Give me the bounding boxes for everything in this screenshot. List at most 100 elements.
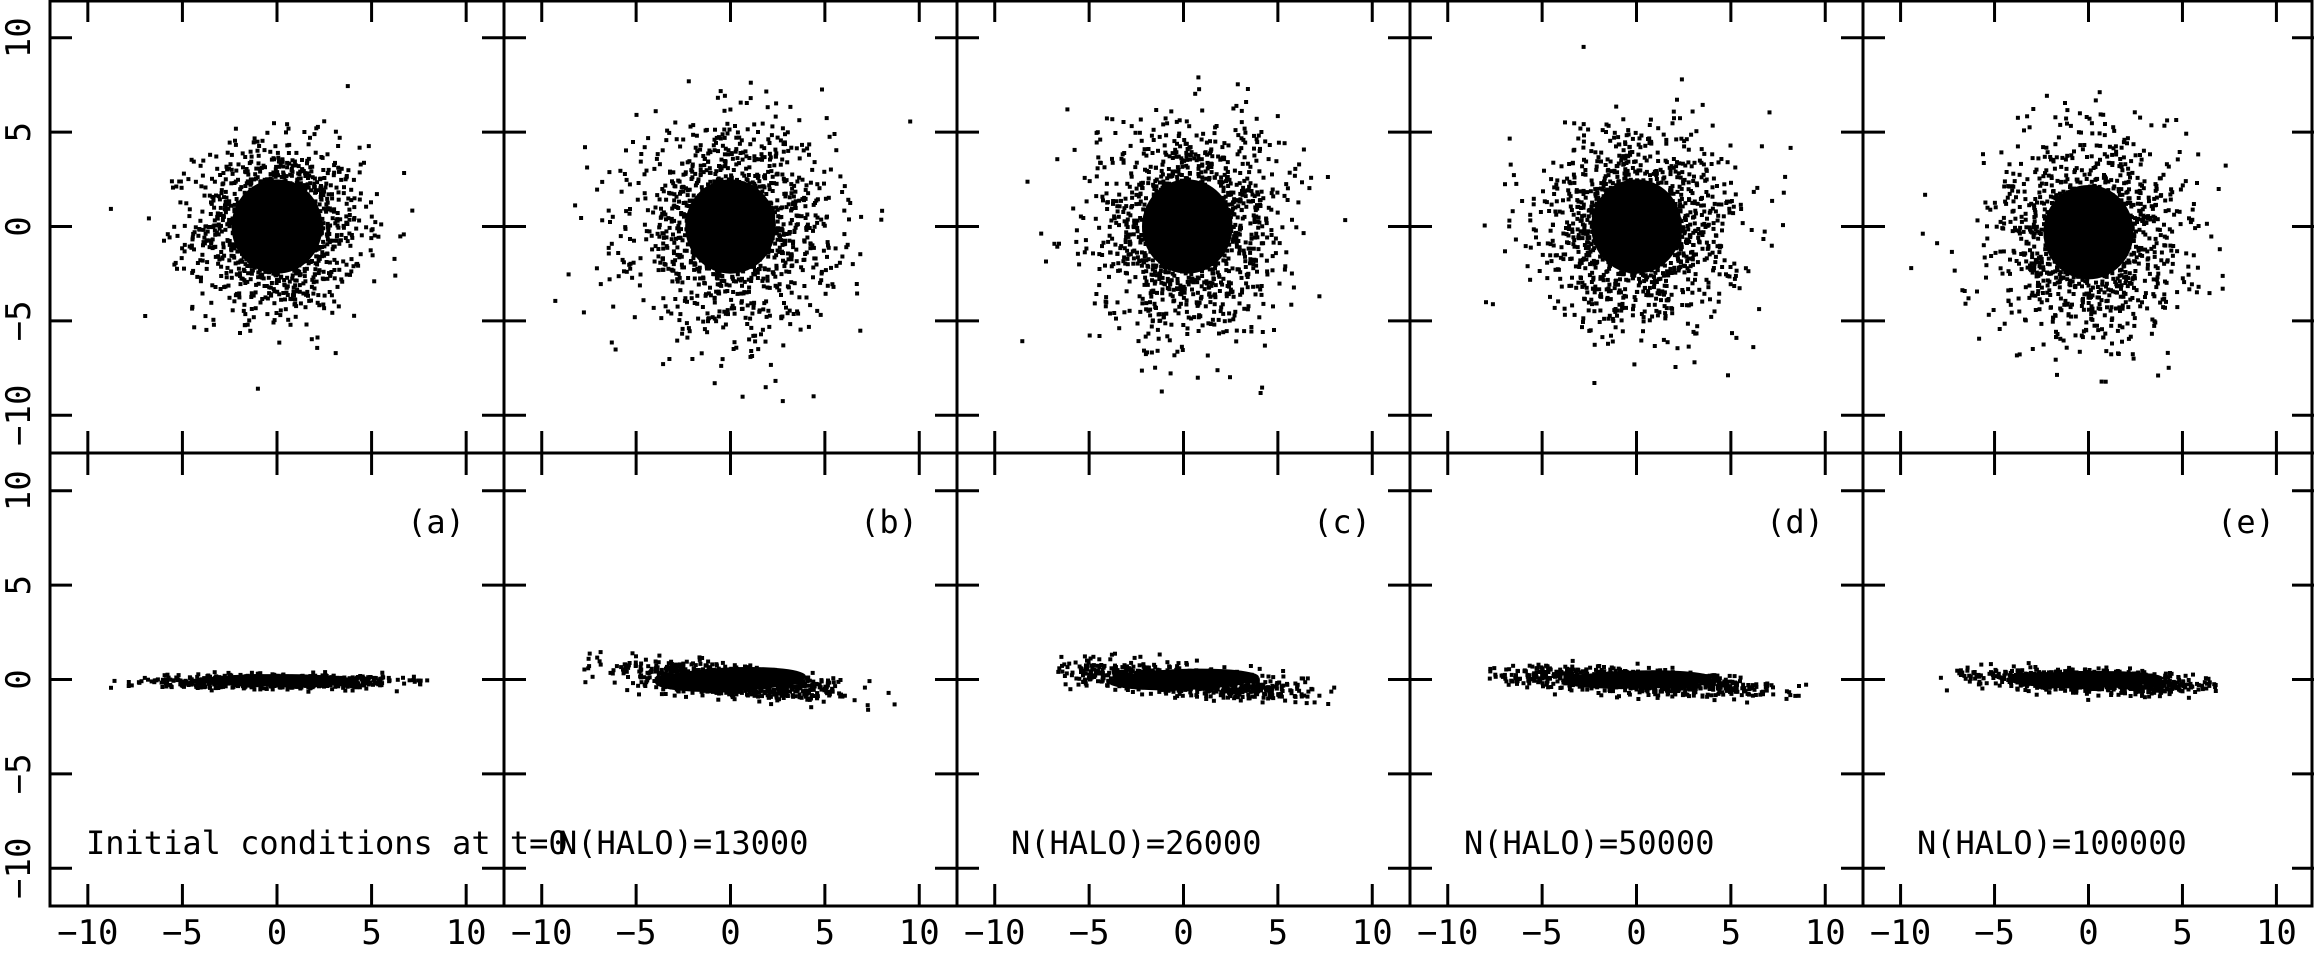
scatter-point: [750, 188, 754, 193]
scatter-point: [669, 662, 674, 666]
scatter-point: [747, 208, 751, 213]
scatter-point: [815, 696, 820, 701]
scatter-point: [218, 173, 223, 177]
scatter-point: [834, 263, 839, 268]
scatter-point: [229, 181, 234, 186]
scatter-point: [622, 662, 627, 667]
scatter-point: [766, 137, 771, 142]
scatter-point: [757, 184, 762, 189]
scatter-point: [714, 207, 719, 212]
scatter-point: [799, 214, 804, 219]
scatter-point: [696, 234, 700, 239]
scatter-point: [730, 266, 735, 271]
scatter-point: [307, 173, 312, 178]
scatter-point: [693, 183, 698, 188]
scatter-point: [826, 678, 830, 683]
scatter-point: [789, 280, 794, 285]
scatter-point: [743, 315, 748, 320]
scatter-point: [1168, 203, 1173, 208]
scatter-point: [671, 268, 676, 273]
scatter-point: [264, 686, 269, 691]
scatter-point: [680, 265, 685, 270]
scatter-point: [329, 675, 334, 680]
scatter-point: [297, 233, 301, 238]
scatter-point: [760, 189, 765, 194]
scatter-point: [301, 679, 306, 684]
scatter-point: [753, 237, 758, 242]
scatter-point: [179, 256, 184, 261]
scatter-point: [338, 680, 343, 685]
scatter-point: [808, 180, 813, 185]
scatter-point: [679, 212, 684, 217]
scatter-point: [240, 684, 245, 689]
scatter-point: [684, 659, 689, 664]
scatter-point: [712, 137, 717, 142]
scatter-point: [247, 318, 252, 323]
scatter-point: [783, 260, 788, 265]
scatter-point: [840, 254, 845, 259]
scatter-point: [685, 299, 689, 304]
scatter-point: [756, 157, 761, 162]
scatter-point: [337, 169, 342, 174]
scatter-point: [234, 272, 239, 277]
scatter-point: [744, 177, 749, 182]
scatter-point: [326, 167, 331, 172]
scatter-point: [776, 679, 781, 684]
scatter-point: [794, 259, 799, 264]
scatter-point: [349, 187, 354, 192]
scatter-point: [1248, 257, 1253, 262]
scatter-point: [865, 703, 870, 708]
scatter-point: [600, 218, 605, 223]
scatter-point: [739, 200, 744, 205]
scatter-point: [219, 250, 224, 254]
scatter-point: [732, 680, 736, 685]
scatter-point: [598, 662, 603, 667]
scatter-point: [248, 251, 253, 256]
scatter-point: [609, 340, 614, 345]
scatter-point: [335, 223, 340, 228]
scatter-point: [748, 142, 753, 147]
scatter-point: [236, 260, 241, 265]
scatter-point: [281, 255, 286, 260]
scatter-point: [785, 251, 790, 256]
scatter-point: [725, 228, 730, 233]
scatter-point: [653, 659, 658, 664]
scatter-point: [655, 665, 660, 670]
scatter-point: [661, 231, 666, 236]
scatter-point: [268, 242, 273, 247]
scatter-point: [298, 201, 303, 206]
scatter-point: [618, 168, 623, 173]
scatter-point: [263, 251, 268, 256]
scatter-point: [1181, 323, 1186, 327]
scatter-point: [222, 207, 227, 212]
scatter-point: [1245, 188, 1250, 193]
scatter-point: [139, 679, 144, 684]
scatter-point: [740, 157, 745, 162]
scatter-point: [630, 651, 635, 656]
scatter-point: [775, 237, 780, 242]
scatter-point: [761, 276, 766, 281]
scatter-point: [685, 225, 690, 229]
scatter-point: [330, 216, 335, 221]
scatter-point: [160, 677, 165, 682]
scatter-point: [740, 677, 745, 682]
scatter-point: [789, 145, 794, 150]
scatter-point: [319, 230, 324, 234]
scatter-point: [298, 682, 302, 687]
scatter-point: [733, 667, 738, 672]
scatter-point: [826, 245, 831, 250]
scatter-point: [800, 177, 805, 182]
scatter-point: [755, 218, 760, 223]
scatter-point: [667, 225, 672, 230]
scatter-point: [204, 266, 209, 271]
scatter-point: [722, 164, 727, 169]
scatter-point: [352, 196, 357, 201]
scatter-point: [809, 696, 813, 701]
scatter-point: [689, 224, 694, 229]
scatter-point: [791, 312, 796, 316]
scatter-point: [637, 283, 642, 288]
scatter-point: [797, 175, 802, 180]
scatter-point: [729, 685, 734, 690]
scatter-point: [713, 172, 718, 176]
scatter-point: [760, 121, 765, 126]
